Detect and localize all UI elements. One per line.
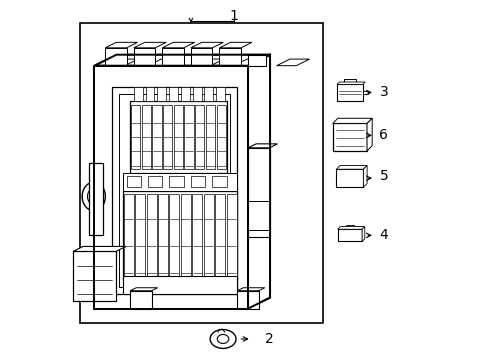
Polygon shape: [88, 163, 103, 235]
Polygon shape: [204, 87, 213, 102]
Polygon shape: [247, 148, 269, 237]
Ellipse shape: [217, 334, 228, 343]
Polygon shape: [212, 176, 226, 187]
Polygon shape: [233, 59, 266, 66]
Polygon shape: [190, 42, 223, 48]
Polygon shape: [158, 194, 168, 277]
Bar: [336, 85, 362, 100]
Polygon shape: [247, 144, 277, 148]
Polygon shape: [126, 176, 141, 187]
Text: 4: 4: [379, 228, 387, 242]
Polygon shape: [148, 59, 181, 66]
Polygon shape: [152, 105, 162, 169]
Polygon shape: [173, 105, 183, 169]
Polygon shape: [123, 276, 237, 294]
Polygon shape: [226, 194, 236, 277]
Polygon shape: [148, 176, 162, 187]
Polygon shape: [190, 176, 205, 187]
Polygon shape: [247, 202, 269, 230]
Ellipse shape: [82, 182, 105, 211]
Polygon shape: [192, 87, 201, 102]
Polygon shape: [190, 48, 212, 66]
Bar: [336, 169, 363, 187]
Polygon shape: [181, 87, 189, 102]
Polygon shape: [216, 87, 225, 102]
Polygon shape: [134, 87, 142, 102]
Polygon shape: [192, 194, 202, 277]
Text: 6: 6: [379, 129, 387, 142]
Bar: [362, 91, 367, 94]
Polygon shape: [73, 251, 116, 301]
Polygon shape: [119, 94, 230, 287]
Polygon shape: [366, 118, 371, 151]
Polygon shape: [247, 55, 269, 309]
Polygon shape: [169, 176, 183, 187]
Polygon shape: [163, 105, 172, 169]
Polygon shape: [94, 66, 247, 309]
Polygon shape: [157, 87, 166, 102]
Polygon shape: [135, 194, 145, 277]
Text: 3: 3: [379, 85, 387, 99]
Polygon shape: [337, 226, 364, 229]
Polygon shape: [162, 42, 194, 48]
Polygon shape: [73, 247, 125, 251]
Text: 1: 1: [229, 9, 238, 23]
Polygon shape: [105, 48, 126, 66]
Polygon shape: [105, 42, 137, 48]
Polygon shape: [94, 55, 269, 66]
Polygon shape: [203, 194, 213, 277]
Polygon shape: [276, 59, 309, 66]
Bar: [344, 79, 355, 85]
Polygon shape: [184, 105, 193, 169]
Polygon shape: [219, 42, 251, 48]
Polygon shape: [130, 291, 151, 309]
Polygon shape: [336, 166, 366, 169]
Polygon shape: [332, 118, 371, 123]
Polygon shape: [105, 59, 138, 66]
Ellipse shape: [87, 188, 100, 204]
Polygon shape: [112, 87, 237, 294]
Polygon shape: [134, 42, 166, 48]
Polygon shape: [336, 82, 365, 85]
Text: 2: 2: [264, 332, 273, 346]
Text: 5: 5: [379, 170, 387, 184]
Polygon shape: [219, 48, 241, 66]
Bar: [345, 225, 353, 229]
Polygon shape: [131, 105, 140, 169]
Polygon shape: [123, 173, 237, 191]
Polygon shape: [237, 288, 264, 291]
Polygon shape: [162, 48, 183, 66]
Bar: [332, 123, 366, 151]
Polygon shape: [145, 87, 154, 102]
Polygon shape: [142, 105, 151, 169]
Polygon shape: [247, 55, 265, 66]
Polygon shape: [363, 166, 366, 187]
Polygon shape: [237, 291, 258, 309]
Polygon shape: [216, 105, 225, 169]
Polygon shape: [123, 194, 134, 277]
Polygon shape: [169, 87, 178, 102]
Polygon shape: [134, 48, 155, 66]
Polygon shape: [361, 226, 364, 242]
Polygon shape: [146, 194, 156, 277]
Polygon shape: [169, 194, 179, 277]
Bar: [337, 229, 361, 242]
Polygon shape: [130, 288, 157, 291]
Polygon shape: [215, 194, 225, 277]
Polygon shape: [130, 102, 226, 173]
Polygon shape: [181, 194, 190, 277]
Bar: [80, 23, 323, 323]
Polygon shape: [195, 105, 204, 169]
Polygon shape: [123, 191, 237, 280]
Ellipse shape: [210, 329, 236, 348]
Polygon shape: [205, 105, 215, 169]
Polygon shape: [190, 59, 224, 66]
